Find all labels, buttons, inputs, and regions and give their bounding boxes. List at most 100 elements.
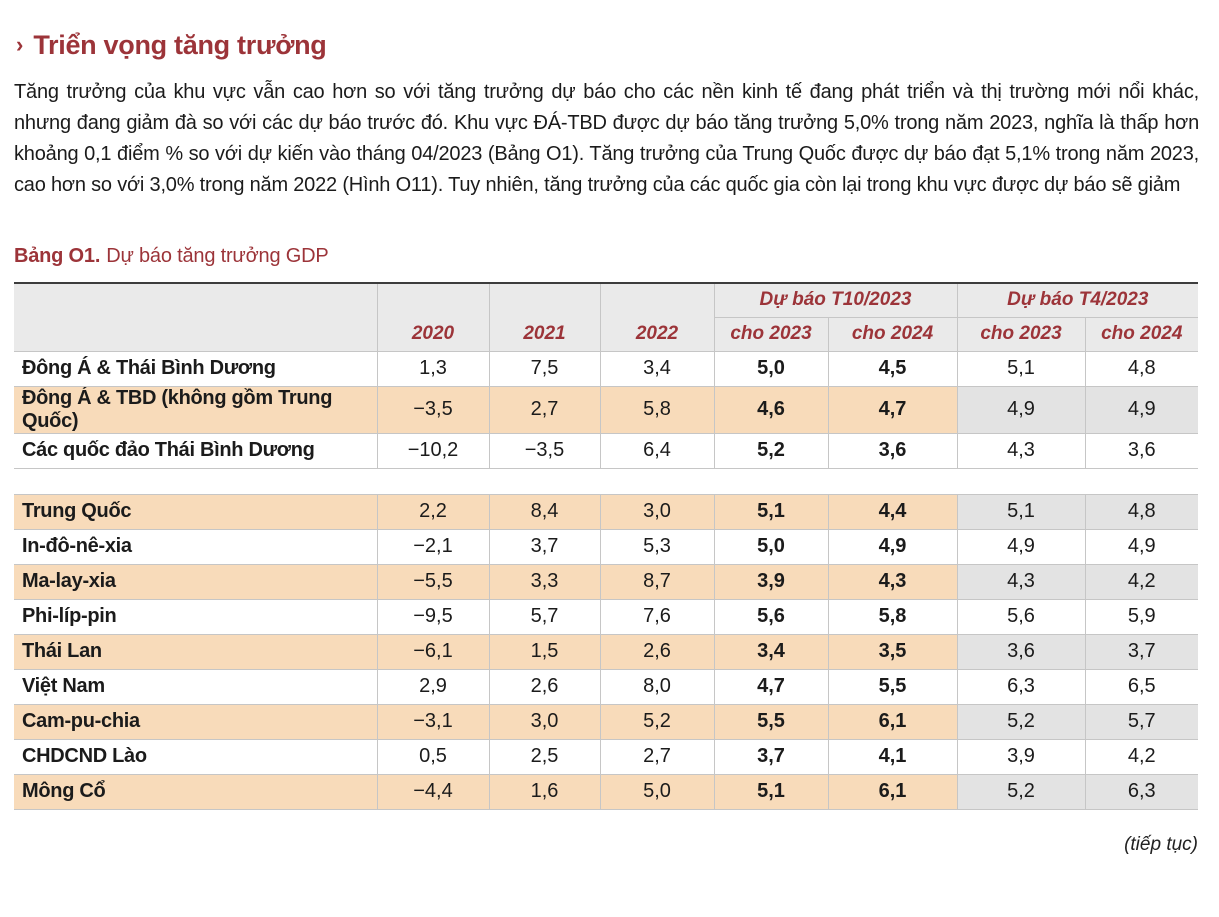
cell-value: 5,2 bbox=[957, 773, 1086, 810]
row-label: Đông Á & Thái Bình Dương bbox=[14, 350, 378, 387]
paragraph-line: khoảng 0,1 điểm % so với dự kiến vào thá… bbox=[14, 143, 1199, 165]
cell-value: 2,6 bbox=[489, 668, 601, 705]
cell-value: 4,7 bbox=[828, 385, 958, 434]
cell-value: 5,1 bbox=[714, 773, 829, 810]
column-header-cho-2024: cho 2024 bbox=[828, 317, 958, 351]
cell-value: 4,3 bbox=[957, 563, 1086, 600]
cell-value: 4,6 bbox=[714, 385, 829, 434]
cell-value: 5,8 bbox=[828, 598, 958, 635]
intro-paragraph: Tăng trưởng của khu vực vẫn cao hơn so v… bbox=[14, 77, 1199, 201]
cell-value: 5,7 bbox=[489, 598, 601, 635]
cell-value: 3,4 bbox=[600, 350, 715, 387]
table-row: Thái Lan −6,1 1,5 2,6 3,4 3,5 3,6 3,7 bbox=[14, 633, 1199, 670]
cell-value: 4,2 bbox=[1085, 738, 1199, 775]
cell-value: −3,5 bbox=[377, 385, 490, 434]
cell-value: −3,1 bbox=[377, 703, 490, 740]
cell-value: 5,7 bbox=[1085, 703, 1199, 740]
cell-value: 3,0 bbox=[600, 493, 715, 530]
cell-value: −3,5 bbox=[489, 432, 601, 469]
cell-value: 5,6 bbox=[714, 598, 829, 635]
table-row: Đông Á & TBD (không gồm Trung Quốc) −3,5… bbox=[14, 385, 1199, 434]
cell-value: 5,0 bbox=[714, 350, 829, 387]
cell-value: 5,5 bbox=[828, 668, 958, 705]
cell-value: 1,5 bbox=[489, 633, 601, 670]
table-caption-title: Dự báo tăng trưởng GDP bbox=[106, 245, 329, 267]
table-caption-label: Bảng O1. bbox=[14, 245, 101, 267]
heading-arrow-icon: › bbox=[16, 31, 24, 57]
cell-value: 6,5 bbox=[1085, 668, 1199, 705]
cell-value: 3,5 bbox=[828, 633, 958, 670]
cell-value: 8,0 bbox=[600, 668, 715, 705]
cell-value: 5,0 bbox=[714, 528, 829, 565]
row-label: Việt Nam bbox=[14, 668, 378, 705]
row-label: Đông Á & TBD (không gồm Trung Quốc) bbox=[14, 385, 378, 434]
cell-value: 5,8 bbox=[600, 385, 715, 434]
cell-value: 4,7 bbox=[714, 668, 829, 705]
cell-value: 2,9 bbox=[377, 668, 490, 705]
cell-value: 7,6 bbox=[600, 598, 715, 635]
header-label-cell bbox=[14, 317, 378, 351]
header-spacer-cell bbox=[600, 283, 715, 317]
cell-value: 3,7 bbox=[714, 738, 829, 775]
row-label: Các quốc đảo Thái Bình Dương bbox=[14, 432, 378, 469]
paragraph-line: nhưng đang giảm đà so với các dự báo trư… bbox=[14, 112, 1199, 134]
table-row: Ma-lay-xia −5,5 3,3 8,7 3,9 4,3 4,3 4,2 bbox=[14, 563, 1199, 600]
header-group-t4-2023: Dự báo T4/2023 bbox=[957, 283, 1199, 318]
cell-value: 3,9 bbox=[714, 563, 829, 600]
cell-value: 5,9 bbox=[1085, 598, 1199, 635]
column-header-2021: 2021 bbox=[489, 317, 601, 351]
cell-value: 3,6 bbox=[957, 633, 1086, 670]
cell-value: 3,3 bbox=[489, 563, 601, 600]
cell-value: 4,3 bbox=[828, 563, 958, 600]
row-label: Cam-pu-chia bbox=[14, 703, 378, 740]
cell-value: 3,7 bbox=[1085, 633, 1199, 670]
cell-value: 1,3 bbox=[377, 350, 490, 387]
cell-value: 5,2 bbox=[714, 432, 829, 469]
cell-value: 2,2 bbox=[377, 493, 490, 530]
cell-value: 4,3 bbox=[957, 432, 1086, 469]
continued-note: (tiếp tục) bbox=[1124, 833, 1198, 855]
cell-value: 4,8 bbox=[1085, 493, 1199, 530]
cell-value: 2,7 bbox=[489, 385, 601, 434]
cell-value: 1,6 bbox=[489, 773, 601, 810]
table-row: Việt Nam 2,9 2,6 8,0 4,7 5,5 6,3 6,5 bbox=[14, 668, 1199, 705]
cell-value: 5,5 bbox=[714, 703, 829, 740]
cell-value: 3,9 bbox=[957, 738, 1086, 775]
cell-value: 5,2 bbox=[600, 703, 715, 740]
column-header-cho-2024: cho 2024 bbox=[1085, 317, 1199, 351]
column-header-2020: 2020 bbox=[377, 317, 490, 351]
cell-value: 8,4 bbox=[489, 493, 601, 530]
cell-value: 2,6 bbox=[600, 633, 715, 670]
cell-value: 4,5 bbox=[828, 350, 958, 387]
paragraph-line: cao hơn so với 3,0% trong năm 2022 (Hình… bbox=[14, 174, 1181, 196]
header-column-row: 2020 2021 2022 cho 2023 cho 2024 cho 202… bbox=[14, 317, 1199, 351]
cell-value: 6,4 bbox=[600, 432, 715, 469]
row-label: Mông Cổ bbox=[14, 773, 378, 810]
cell-value: 3,7 bbox=[489, 528, 601, 565]
row-label: In-đô-nê-xia bbox=[14, 528, 378, 565]
column-header-2022: 2022 bbox=[600, 317, 715, 351]
header-spacer-cell bbox=[489, 283, 601, 317]
cell-value: 2,7 bbox=[600, 738, 715, 775]
header-group-t10-2023: Dự báo T10/2023 bbox=[714, 283, 958, 318]
row-label: Trung Quốc bbox=[14, 493, 378, 530]
cell-value: 3,6 bbox=[1085, 432, 1199, 469]
cell-value: 3,0 bbox=[489, 703, 601, 740]
table-row: Cam-pu-chia −3,1 3,0 5,2 5,5 6,1 5,2 5,7 bbox=[14, 703, 1199, 740]
cell-value: 6,3 bbox=[1085, 773, 1199, 810]
table-caption: Bảng O1. Dự báo tăng trưởng GDP bbox=[14, 245, 1199, 268]
cell-value: 4,2 bbox=[1085, 563, 1199, 600]
column-header-cho-2023: cho 2023 bbox=[957, 317, 1086, 351]
cell-value: 6,3 bbox=[957, 668, 1086, 705]
cell-value: 3,4 bbox=[714, 633, 829, 670]
cell-value: −5,5 bbox=[377, 563, 490, 600]
column-header-cho-2023: cho 2023 bbox=[714, 317, 829, 351]
cell-value: 2,5 bbox=[489, 738, 601, 775]
header-spacer-cell bbox=[377, 283, 490, 317]
row-label: Ma-lay-xia bbox=[14, 563, 378, 600]
cell-value: −10,2 bbox=[377, 432, 490, 469]
cell-value: 5,3 bbox=[600, 528, 715, 565]
header-group-row: Dự báo T10/2023 Dự báo T4/2023 bbox=[14, 283, 1199, 318]
table-row: Đông Á & Thái Bình Dương 1,3 7,5 3,4 5,0… bbox=[14, 350, 1199, 387]
row-label: Phi-líp-pin bbox=[14, 598, 378, 635]
